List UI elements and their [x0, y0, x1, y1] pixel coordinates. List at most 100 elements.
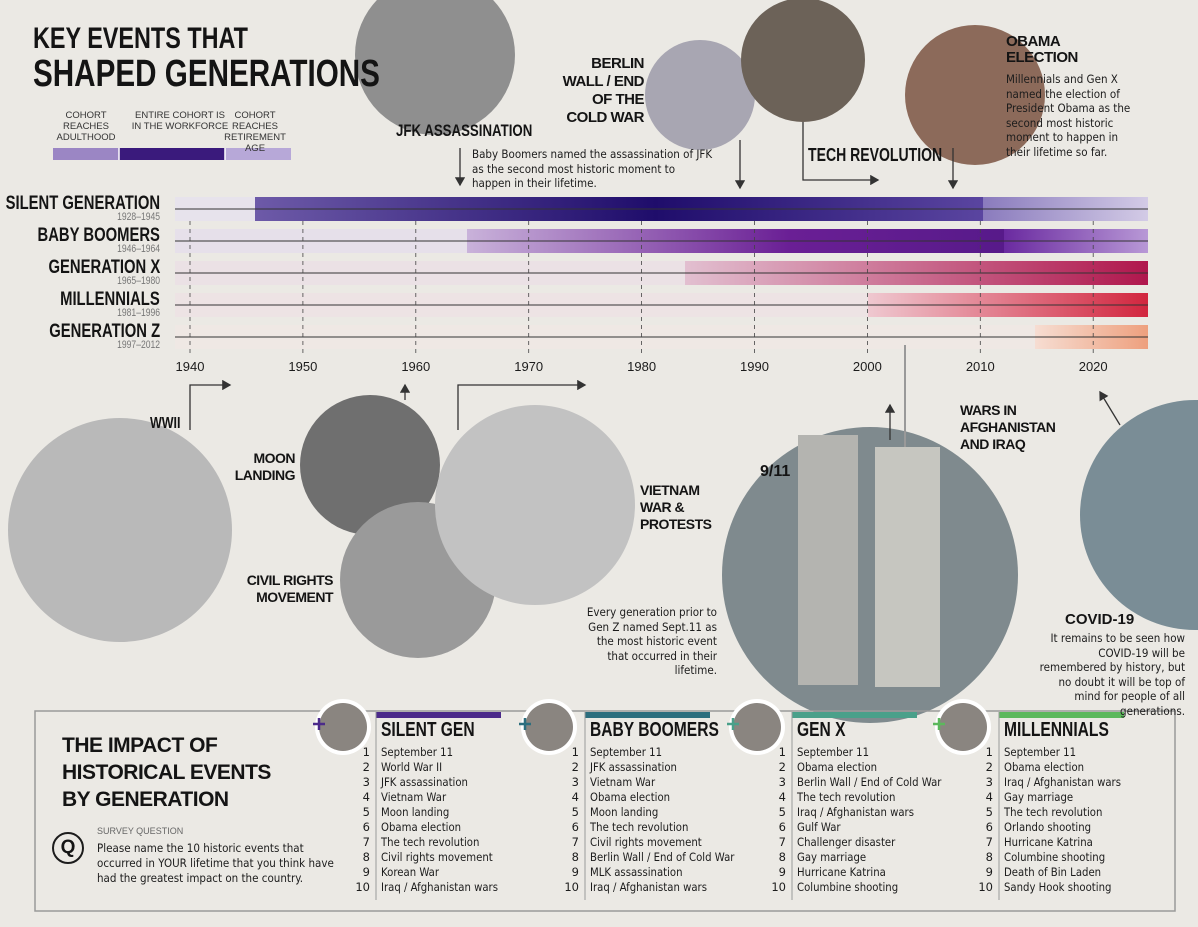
rank: 6 — [571, 820, 579, 834]
impact-title: THE IMPACT OF HISTORICAL EVENTS BY GENER… — [62, 734, 271, 811]
rank: 8 — [778, 850, 786, 864]
event-note: Every generation prior to Gen Z named Se… — [586, 605, 717, 677]
event-label: VIETNAM WAR & PROTESTS — [640, 482, 712, 532]
list-item: Iraq / Afghanistan wars — [590, 880, 707, 894]
event-label: COVID-19 — [1065, 611, 1135, 628]
list-item: Moon landing — [590, 805, 659, 819]
rank: 7 — [362, 835, 370, 849]
list-item: Hurricane Katrina — [1004, 835, 1093, 849]
list-item: JFK assassination — [381, 775, 468, 789]
axis-year: 1990 — [740, 359, 769, 374]
generation-name: GENERATION Z — [49, 321, 160, 342]
rank: 9 — [985, 865, 993, 879]
event-note: Baby Boomers named the assassination of … — [472, 147, 713, 190]
generation-years: 1997–2012 — [117, 339, 160, 351]
list-item: The tech revolution — [381, 835, 480, 849]
title-line: SHAPED GENERATIONS — [33, 53, 380, 95]
list-item: The tech revolution — [797, 790, 896, 804]
rank: 4 — [985, 790, 993, 804]
rank: 5 — [362, 805, 370, 819]
list-item: Iraq / Afghanistan wars — [1004, 775, 1121, 789]
rank: 5 — [778, 805, 786, 819]
survey-question: Please name the 10 historic events that … — [97, 841, 334, 885]
generation-years: 1946–1964 — [117, 243, 160, 255]
rank: 3 — [985, 775, 993, 789]
rank: 1 — [778, 745, 786, 759]
legend-label: ENTIRE COHORT IS IN THE WORKFORCE — [131, 110, 229, 132]
rank: 10 — [978, 880, 993, 894]
event-label: MOON LANDING — [234, 450, 296, 483]
event-label: WARS IN AFGHANISTAN AND IRAQ — [960, 402, 1056, 452]
axis-year: 1940 — [175, 359, 205, 374]
rank: 9 — [571, 865, 579, 879]
list-item: September 11 — [1004, 745, 1077, 759]
column-bar — [585, 712, 710, 718]
rank: 1 — [985, 745, 993, 759]
list-item: Berlin Wall / End of Cold War — [590, 850, 735, 864]
list-item: Columbine shooting — [797, 880, 899, 894]
list-item: Civil rights movement — [381, 850, 493, 864]
list-item: Iraq / Afghanistan wars — [797, 805, 914, 819]
generation-years: 1981–1996 — [117, 307, 160, 319]
event-label: BERLIN WALL / END OF THE COLD WAR — [562, 55, 645, 126]
rank: 2 — [778, 760, 786, 774]
plus-icon — [313, 718, 325, 730]
plus-icon — [519, 718, 531, 730]
column-bar — [376, 712, 501, 718]
list-item: Gulf War — [797, 820, 841, 834]
rank: 4 — [778, 790, 786, 804]
rank: 8 — [571, 850, 579, 864]
list-item: Korean War — [381, 865, 440, 879]
rank: 1 — [362, 745, 370, 759]
list-item: Sandy Hook shooting — [1004, 880, 1112, 894]
list-item: Gay marriage — [797, 850, 867, 864]
event-label: TECH REVOLUTION — [808, 145, 943, 165]
list-item: Hurricane Katrina — [797, 865, 886, 879]
axis-year: 2000 — [852, 359, 882, 374]
rank: 7 — [571, 835, 579, 849]
rank: 2 — [985, 760, 993, 774]
list-item: September 11 — [797, 745, 870, 759]
list-item: Obama election — [797, 760, 878, 774]
event-label: WWII — [150, 415, 181, 432]
list-item: Challenger disaster — [797, 835, 896, 849]
list-item: The tech revolution — [590, 820, 689, 834]
rank: 5 — [985, 805, 993, 819]
rank: 1 — [571, 745, 579, 759]
list-item: Death of Bin Laden — [1004, 865, 1102, 879]
list-item: Vietnam War — [590, 775, 656, 789]
plus-icon — [933, 718, 945, 730]
list-item: Moon landing — [381, 805, 450, 819]
rank: 7 — [778, 835, 786, 849]
list-item: Civil rights movement — [590, 835, 702, 849]
list-item: Berlin Wall / End of Cold War — [797, 775, 942, 789]
axis-year: 1970 — [514, 359, 544, 374]
list-item: Obama election — [590, 790, 671, 804]
list-item: World War II — [381, 760, 443, 774]
rank: 10 — [564, 880, 579, 894]
list-item: Iraq / Afghanistan wars — [381, 880, 498, 894]
generation-years: 1965–1980 — [117, 275, 160, 287]
rank: 3 — [362, 775, 370, 789]
rank: 10 — [355, 880, 370, 894]
list-item: Columbine shooting — [1004, 850, 1106, 864]
rank: 7 — [985, 835, 993, 849]
list-item: Obama election — [381, 820, 462, 834]
list-item: The tech revolution — [1004, 805, 1103, 819]
event-label: OBAMA ELECTION — [1006, 33, 1078, 66]
rank: 2 — [571, 760, 579, 774]
rank: 3 — [571, 775, 579, 789]
title-line: KEY EVENTS THAT — [33, 22, 248, 55]
rank: 4 — [362, 790, 370, 804]
rank: 6 — [362, 820, 370, 834]
avatar-photo — [525, 703, 573, 751]
column-bar — [999, 712, 1124, 718]
rank: 6 — [985, 820, 993, 834]
avatar-photo — [319, 703, 367, 751]
column-title: SILENT GEN — [381, 719, 475, 741]
column-bar — [792, 712, 917, 718]
column-title: MILLENNIALS — [1004, 719, 1109, 741]
legend-label: COHORT REACHES ADULTHOOD — [56, 110, 116, 143]
